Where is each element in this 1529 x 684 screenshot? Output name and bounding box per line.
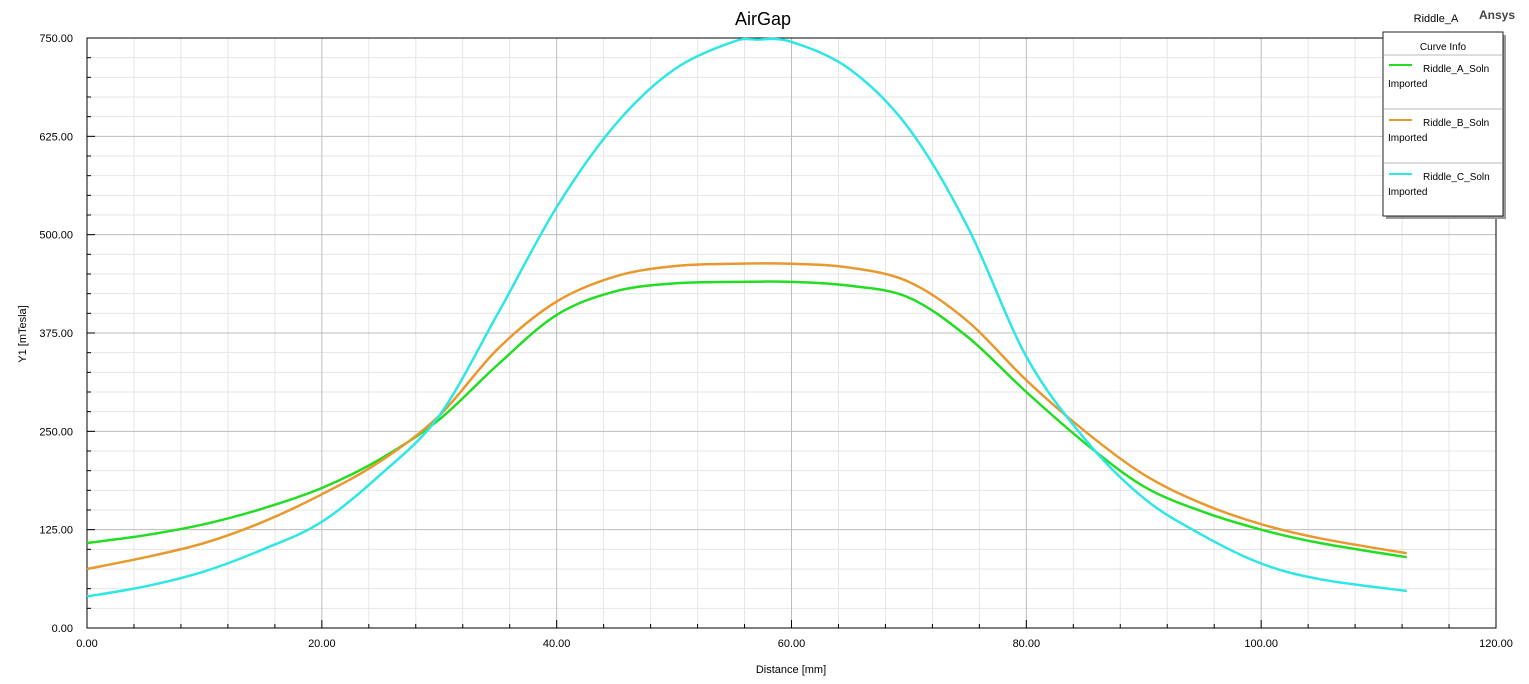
series-line-riddle-a-soln: [86, 280, 1408, 559]
legend-item-riddle-a-sub: Imported: [1388, 79, 1427, 90]
y-tick-label: 750.00: [39, 33, 73, 45]
x-tick-label: 40.00: [543, 638, 571, 650]
legend-item-riddle-b: Riddle_B_Soln: [1423, 118, 1489, 129]
series-line-riddle-c-soln: [86, 37, 1407, 598]
tick-marks: [86, 37, 1497, 629]
y-tick-label: 625.00: [39, 131, 73, 143]
x-tick-label: 120.00: [1479, 638, 1513, 650]
y-tick-label: 500.00: [39, 230, 73, 242]
x-tick-label: 100.00: [1244, 638, 1278, 650]
x-tick-label: 0.00: [76, 638, 97, 650]
series-line-riddle-b-soln: [86, 262, 1408, 571]
y-tick-label: 125.00: [39, 525, 73, 537]
legend-box: [1382, 31, 1504, 217]
y-tick-labels: 0.00 125.00 250.00 375.00 500.00 625.00 750.00: [39, 33, 73, 635]
x-axis-label: Distance [mm]: [756, 664, 826, 676]
x-tick-label: 20.00: [308, 638, 336, 650]
y-tick-label: 0.00: [52, 623, 73, 635]
y-tick-label: 375.00: [39, 328, 73, 340]
x-tick-label: 80.00: [1013, 638, 1041, 650]
design-name: Riddle_A: [1414, 13, 1459, 25]
chart-title: AirGap: [735, 9, 791, 29]
legend-item-riddle-c-sub: Imported: [1388, 187, 1427, 198]
x-tick-labels: 0.00 20.00 40.00 60.00 80.00 100.00 120.00: [76, 638, 1513, 650]
legend: Curve Info Riddle_A_Soln Imported Riddle…: [1382, 31, 1506, 219]
y-axis-label: Y1 [mTesla]: [17, 305, 29, 362]
brand-name: Ansys: [1479, 8, 1515, 22]
legend-item-riddle-b-sub: Imported: [1388, 133, 1427, 144]
y-tick-label: 250.00: [39, 426, 73, 438]
legend-item-riddle-c: Riddle_C_Soln: [1423, 172, 1490, 183]
legend-item-riddle-a: Riddle_A_Soln: [1423, 64, 1489, 75]
x-tick-label: 60.00: [778, 638, 806, 650]
legend-title: Curve Info: [1420, 42, 1467, 53]
series-group: [86, 37, 1408, 598]
